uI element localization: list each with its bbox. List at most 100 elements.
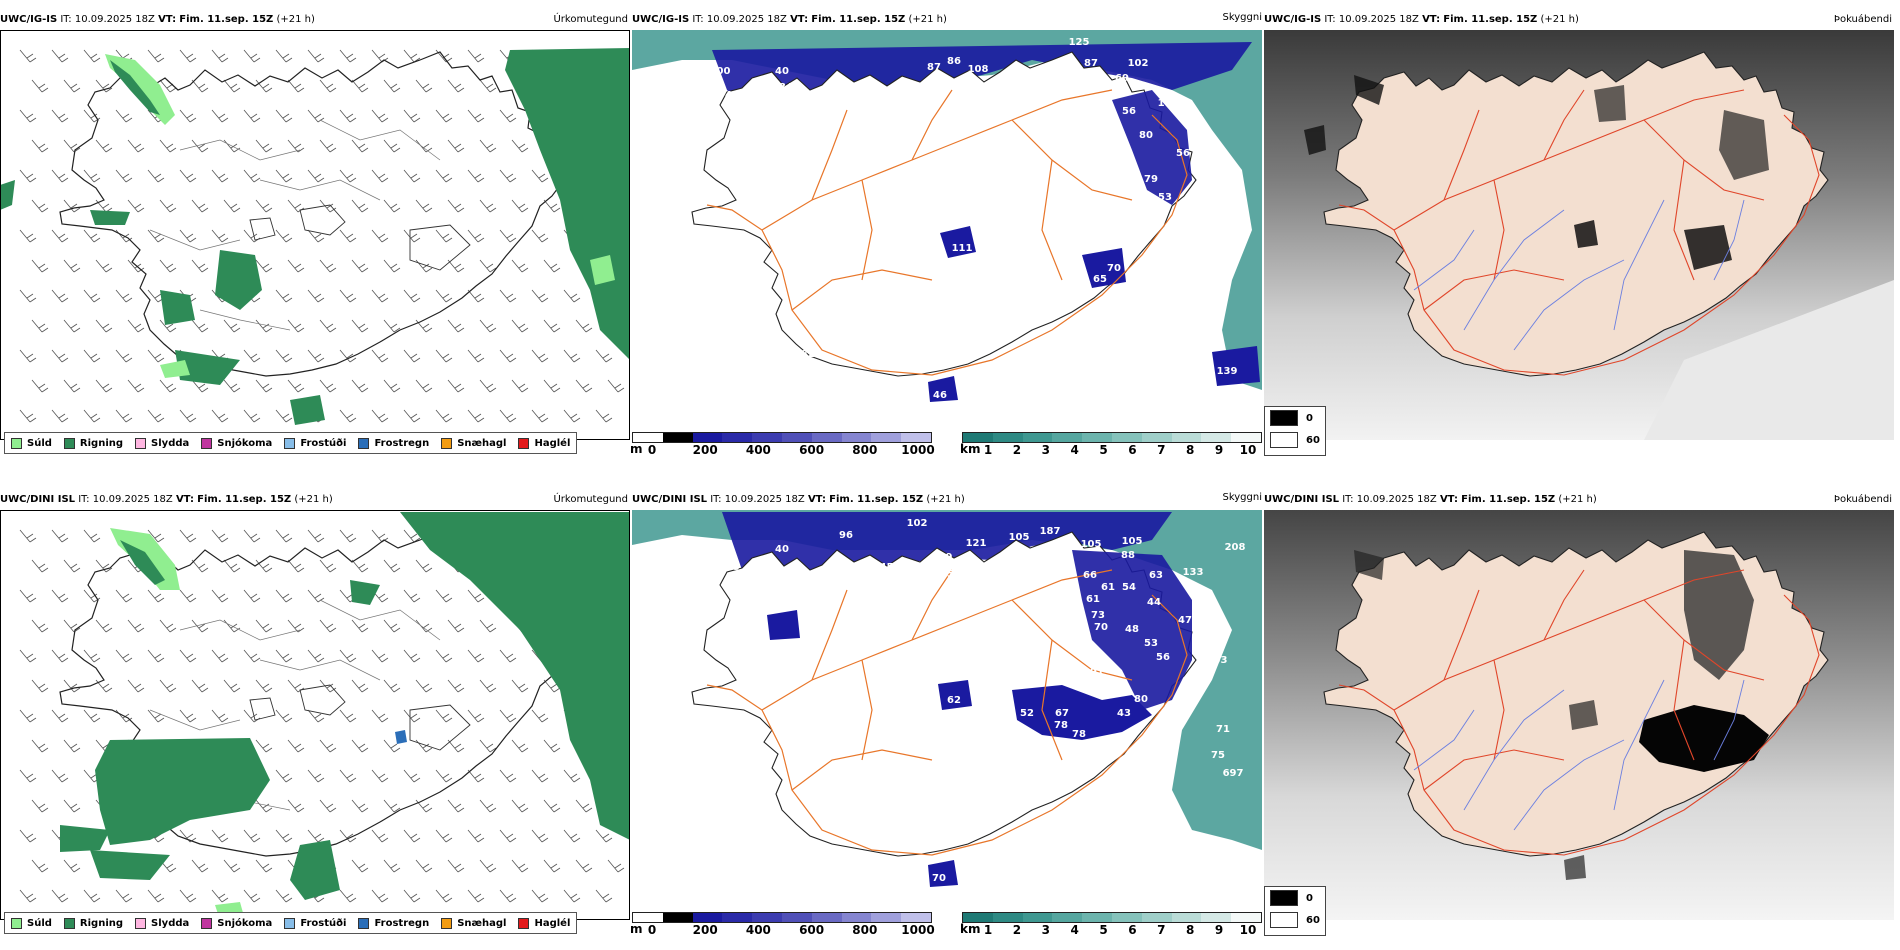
wind-barb xyxy=(19,169,37,183)
legend-swatch xyxy=(135,437,147,449)
wind-barb xyxy=(63,619,81,633)
wind-barb xyxy=(383,739,401,753)
wind-barb xyxy=(95,139,113,153)
legend-swatch xyxy=(11,437,22,449)
init-time: IT: 10.09.2025 18Z xyxy=(710,494,805,505)
model-name: UWC/IG-IS xyxy=(0,14,58,25)
scale-tick-label: 7 xyxy=(1157,443,1166,457)
wind-barb xyxy=(499,889,517,903)
model-name: UWC/DINI ISL xyxy=(0,494,76,505)
wind-barb xyxy=(51,889,69,903)
wind-barb xyxy=(31,799,49,813)
wind-barb xyxy=(307,349,325,363)
wind-barb xyxy=(83,649,101,663)
wind-barb xyxy=(435,829,453,843)
wind-barb xyxy=(499,349,517,363)
scale-segment xyxy=(692,433,723,442)
lead-time: (+21 h) xyxy=(908,14,947,25)
wind-barb xyxy=(63,739,81,753)
wind-barb xyxy=(307,589,325,603)
wind-barb xyxy=(511,859,529,873)
init-time: IT: 10.09.2025 18Z xyxy=(1324,14,1419,25)
wind-barb xyxy=(383,319,401,333)
scale-tick-label: 200 xyxy=(692,443,718,457)
wind-barb xyxy=(307,49,325,63)
legend-swatch xyxy=(358,437,370,449)
height-scale: 0 200 400 600 800 1000 m xyxy=(630,912,935,937)
wind-barb xyxy=(435,49,453,63)
wind-barb xyxy=(115,409,133,423)
wind-barb xyxy=(339,709,357,723)
wind-barb xyxy=(371,49,389,63)
wind-barb xyxy=(287,319,305,333)
wind-barb xyxy=(127,139,145,153)
panel-header: UWC/DINI ISL IT: 10.09.2025 18Z VT: Fim.… xyxy=(1264,492,1894,508)
wind-barb xyxy=(319,319,337,333)
height-scale: 0 200 400 600 800 1000 m xyxy=(630,432,935,457)
wind-barb xyxy=(319,799,337,813)
legend-swatch xyxy=(1270,410,1298,426)
wind-barb xyxy=(255,679,273,693)
river-line xyxy=(149,709,241,731)
wind-barb xyxy=(147,229,165,243)
wind-barb xyxy=(531,169,549,183)
wind-barb xyxy=(31,619,49,633)
legend-label: Snæhagl xyxy=(457,917,507,929)
wind-barb xyxy=(479,619,497,633)
cloud-base-value: 56 xyxy=(1122,106,1136,117)
wind-barb xyxy=(191,319,209,333)
cloud-base-value: 67 xyxy=(1055,708,1069,719)
wind-barb xyxy=(607,379,625,393)
wind-barb xyxy=(371,109,389,123)
cloud-base-value: 91 xyxy=(1090,667,1104,678)
wind-barb xyxy=(63,139,81,153)
wind-barb xyxy=(51,529,69,543)
road-line xyxy=(1443,109,1480,201)
scale-tick-label: 8 xyxy=(1186,443,1195,457)
river-line xyxy=(1413,229,1475,291)
road-line xyxy=(811,589,848,681)
cloud-base-value: 109 xyxy=(932,552,953,563)
road-line xyxy=(911,569,953,641)
scale-segment xyxy=(1022,433,1053,442)
wind-barb xyxy=(179,529,197,543)
precip-legend-item: Frostregn xyxy=(358,437,429,449)
cloud-base-value: 56 xyxy=(1176,148,1190,159)
scale-tick-label: 400 xyxy=(745,923,771,937)
legend-label: Frostúði xyxy=(300,917,347,929)
wind-barb xyxy=(339,889,357,903)
legend-label: 0 xyxy=(1306,412,1313,424)
wind-barb xyxy=(339,49,357,63)
cloud-base-value: 58 xyxy=(930,568,944,579)
wind-barb xyxy=(383,139,401,153)
cloud-base-value: 94 xyxy=(842,98,856,109)
valid-time: Fim. 11.sep. 15Z xyxy=(179,14,274,25)
river-line xyxy=(149,229,241,251)
wind-barb xyxy=(223,199,241,213)
wind-barb xyxy=(531,409,549,423)
scale-segment xyxy=(692,913,723,922)
scale-segment xyxy=(1052,913,1083,922)
valid-time-label: VT: xyxy=(1422,14,1441,25)
wind-barb xyxy=(83,529,101,543)
precip-type-legend: Súld Rigning Slydda Snjókoma Frostúði Frostre… xyxy=(4,432,578,454)
visibility-scale: 1 2 3 4 5 6 7 8 9 10 km xyxy=(960,912,1262,937)
cloud-base-area-north xyxy=(712,42,1252,130)
wind-barb xyxy=(83,589,101,603)
wind-barb xyxy=(211,649,229,663)
wind-barb xyxy=(31,679,49,693)
wind-barb xyxy=(115,889,133,903)
wind-barb xyxy=(307,709,325,723)
wind-barb xyxy=(223,679,241,693)
wind-barb xyxy=(447,679,465,693)
wind-barb xyxy=(287,259,305,273)
wind-barb xyxy=(83,109,101,123)
cloud-base-value: 70 xyxy=(932,873,946,884)
wind-barb xyxy=(447,859,465,873)
valid-time: Fim. 11.sep. 15Z xyxy=(1443,14,1538,25)
river-line xyxy=(199,309,291,331)
wind-barb xyxy=(403,49,421,63)
cloud-base-value: 80 xyxy=(1139,130,1153,141)
wind-barb xyxy=(511,259,529,273)
wind-barb xyxy=(435,409,453,423)
